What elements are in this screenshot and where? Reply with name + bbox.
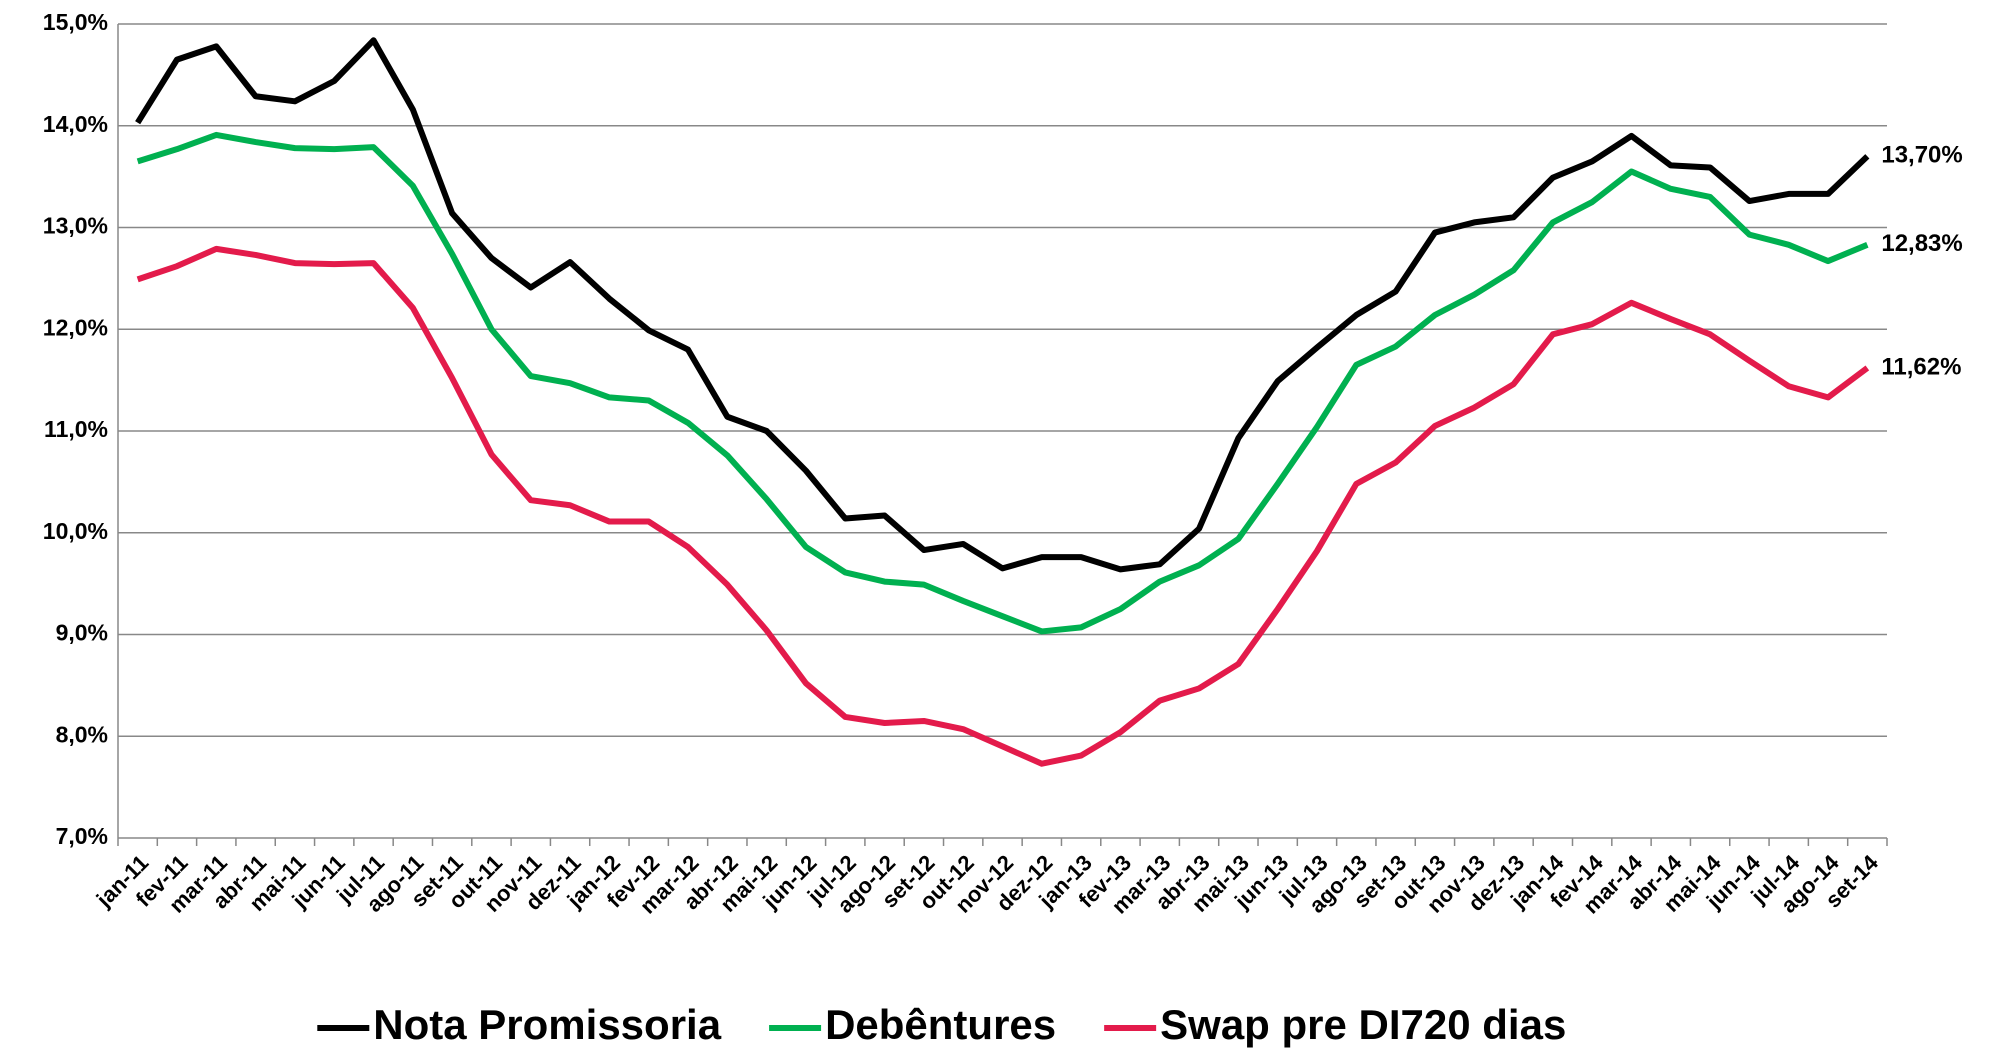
legend-label: Swap pre DI720 dias: [1160, 1001, 1566, 1048]
y-tick-label: 10,0%: [43, 518, 108, 544]
end-label: 13,70%: [1881, 142, 1962, 169]
y-tick-label: 11,0%: [44, 416, 108, 442]
y-tick-label: 13,0%: [43, 213, 108, 239]
y-tick-label: 14,0%: [43, 111, 108, 137]
series-line: [136, 131, 1869, 635]
legend-label: Debêntures: [825, 1001, 1056, 1048]
series-line: [135, 37, 1870, 573]
y-tick-label: 15,0%: [43, 9, 108, 35]
legend-label: Nota Promissoria: [373, 1001, 721, 1048]
end-label: 12,83%: [1881, 230, 1962, 257]
legend: Nota Promissoria Debêntures Swap pre DI720…: [317, 1001, 1566, 1048]
end-label: 11,62%: [1881, 353, 1961, 380]
series-line: [136, 245, 1870, 767]
y-tick-label: 8,0%: [56, 721, 108, 747]
y-tick-label: 7,0%: [56, 823, 108, 849]
y-tick-label: 9,0%: [56, 620, 108, 646]
y-tick-label: 12,0%: [43, 314, 108, 340]
